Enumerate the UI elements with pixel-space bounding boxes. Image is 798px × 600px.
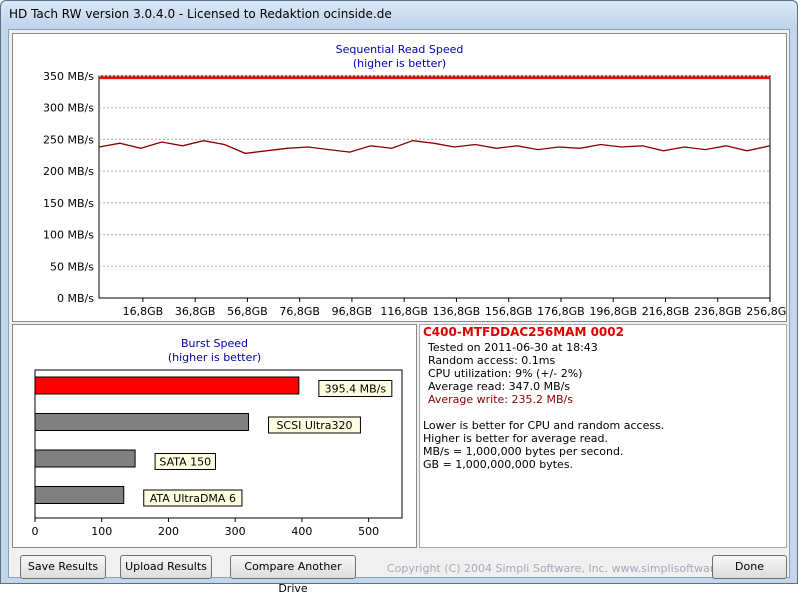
seq-x-tick-label: 236,8GB xyxy=(694,305,742,318)
seq-chart-subtitle: (higher is better) xyxy=(352,57,447,70)
seq-x-tick-label: 76,8GB xyxy=(279,305,320,318)
seq-x-tick-label: 256,8GB xyxy=(746,305,786,318)
seq-x-tick-label: 156,8GB xyxy=(485,305,533,318)
seq-x-tick-label: 96,8GB xyxy=(332,305,373,318)
burst-speed-panel: Burst Speed (higher is better) 0 100 200 30… xyxy=(12,324,417,548)
seq-x-tick-label: 16,8GB xyxy=(123,305,164,318)
seq-x-tick-label: 176,8GB xyxy=(537,305,585,318)
done-button[interactable]: Done xyxy=(712,555,787,579)
burst-bar xyxy=(34,376,300,395)
note-mbs: MB/s = 1,000,000 bytes per second. xyxy=(423,445,624,458)
title-bar[interactable]: HD Tach RW version 3.0.4.0 - Licensed to… xyxy=(1,1,797,29)
save-results-button[interactable]: Save Results xyxy=(20,555,106,579)
tested-on: Tested on 2011-06-30 at 18:43 xyxy=(428,341,598,354)
burst-bar-label-box xyxy=(268,416,361,434)
burst-bar-label: 395.4 MB/s xyxy=(325,383,387,396)
seq-chart-title: Sequential Read Speed xyxy=(335,43,464,56)
seq-y-tick-label: 250 MB/s xyxy=(43,133,94,146)
seq-x-tick-label: 136,8GB xyxy=(433,305,481,318)
upload-results-button[interactable]: Upload Results xyxy=(120,555,212,579)
note-cpu: Lower is better for CPU and random acces… xyxy=(423,419,665,432)
burst-chart-title: Burst Speed xyxy=(180,337,249,350)
sequential-read-chart: 0 MB/s 50 MB/s 100 MB/s 150 MB/s 200 MB/s 250… xyxy=(43,70,786,318)
burst-x-tick-label: 100 xyxy=(91,525,112,538)
burst-speed-chart: 0 100 200 300 400 500 395.4 MB/s SCSI Ultra320 S… xyxy=(32,369,403,538)
seq-y-tick-label: 100 MB/s xyxy=(43,229,94,242)
average-read: Average read: 347.0 MB/s xyxy=(428,380,571,393)
burst-bar xyxy=(34,449,136,468)
seq-y-tick-label: 150 MB/s xyxy=(43,197,94,210)
average-write: Average write: 235.2 MB/s xyxy=(428,393,573,406)
burst-x-tick-label: 200 xyxy=(158,525,179,538)
burst-x-tick-label: 0 xyxy=(32,525,39,538)
seq-y-tick-label: 350 MB/s xyxy=(43,70,94,83)
seq-y-tick-label: 200 MB/s xyxy=(43,165,94,178)
burst-bar xyxy=(34,486,125,504)
seq-x-tick-label: 36,8GB xyxy=(175,305,216,318)
drive-info-panel: C400-MTFDDAC256MAM 0002 Tested on 2011-0… xyxy=(419,324,787,548)
client-area: Sequential Read Speed (higher is better)… xyxy=(8,29,790,595)
seq-x-tick-label: 196,8GB xyxy=(589,305,637,318)
note-gb: GB = 1,000,000,000 bytes. xyxy=(423,458,574,471)
burst-bar-label: SCSI Ultra320 xyxy=(276,419,352,432)
seq-x-tick-label: 56,8GB xyxy=(227,305,268,318)
window-title: HD Tach RW version 3.0.4.0 - Licensed to… xyxy=(9,7,392,21)
seq-y-tick-label: 300 MB/s xyxy=(43,102,94,115)
burst-chart-subtitle: (higher is better) xyxy=(167,351,262,364)
seq-y-tick-label: 50 MB/s xyxy=(50,260,94,273)
write-speed-line xyxy=(98,140,771,155)
burst-bar xyxy=(34,413,250,431)
compare-drive-button[interactable]: Compare Another Drive xyxy=(230,555,356,595)
burst-x-tick-label: 300 xyxy=(225,525,246,538)
seq-plot-area xyxy=(98,75,771,299)
random-access: Random access: 0.1ms xyxy=(428,354,556,367)
burst-x-tick-label: 500 xyxy=(358,525,379,538)
cpu-utilization: CPU utilization: 9% (+/- 2%) xyxy=(428,367,583,380)
burst-bar-label-box xyxy=(318,380,393,397)
burst-bar-label: ATA UltraDMA 6 xyxy=(150,492,236,505)
sequential-read-panel: Sequential Read Speed (higher is better)… xyxy=(12,33,787,322)
seq-x-tick-label: 216,8GB xyxy=(642,305,690,318)
note-read: Higher is better for average read. xyxy=(423,432,608,445)
burst-bar-label-box xyxy=(154,453,216,470)
burst-bar-label: SATA 150 xyxy=(159,456,211,469)
copyright-text: Copyright (C) 2004 Simpli Software, Inc.… xyxy=(387,562,748,575)
drive-name: C400-MTFDDAC256MAM 0002 xyxy=(423,325,624,339)
burst-bar-label-box xyxy=(143,489,243,507)
seq-x-tick-label: 116,8GB xyxy=(380,305,428,318)
burst-x-tick-label: 400 xyxy=(291,525,312,538)
seq-y-tick-label: 0 MB/s xyxy=(57,292,94,305)
